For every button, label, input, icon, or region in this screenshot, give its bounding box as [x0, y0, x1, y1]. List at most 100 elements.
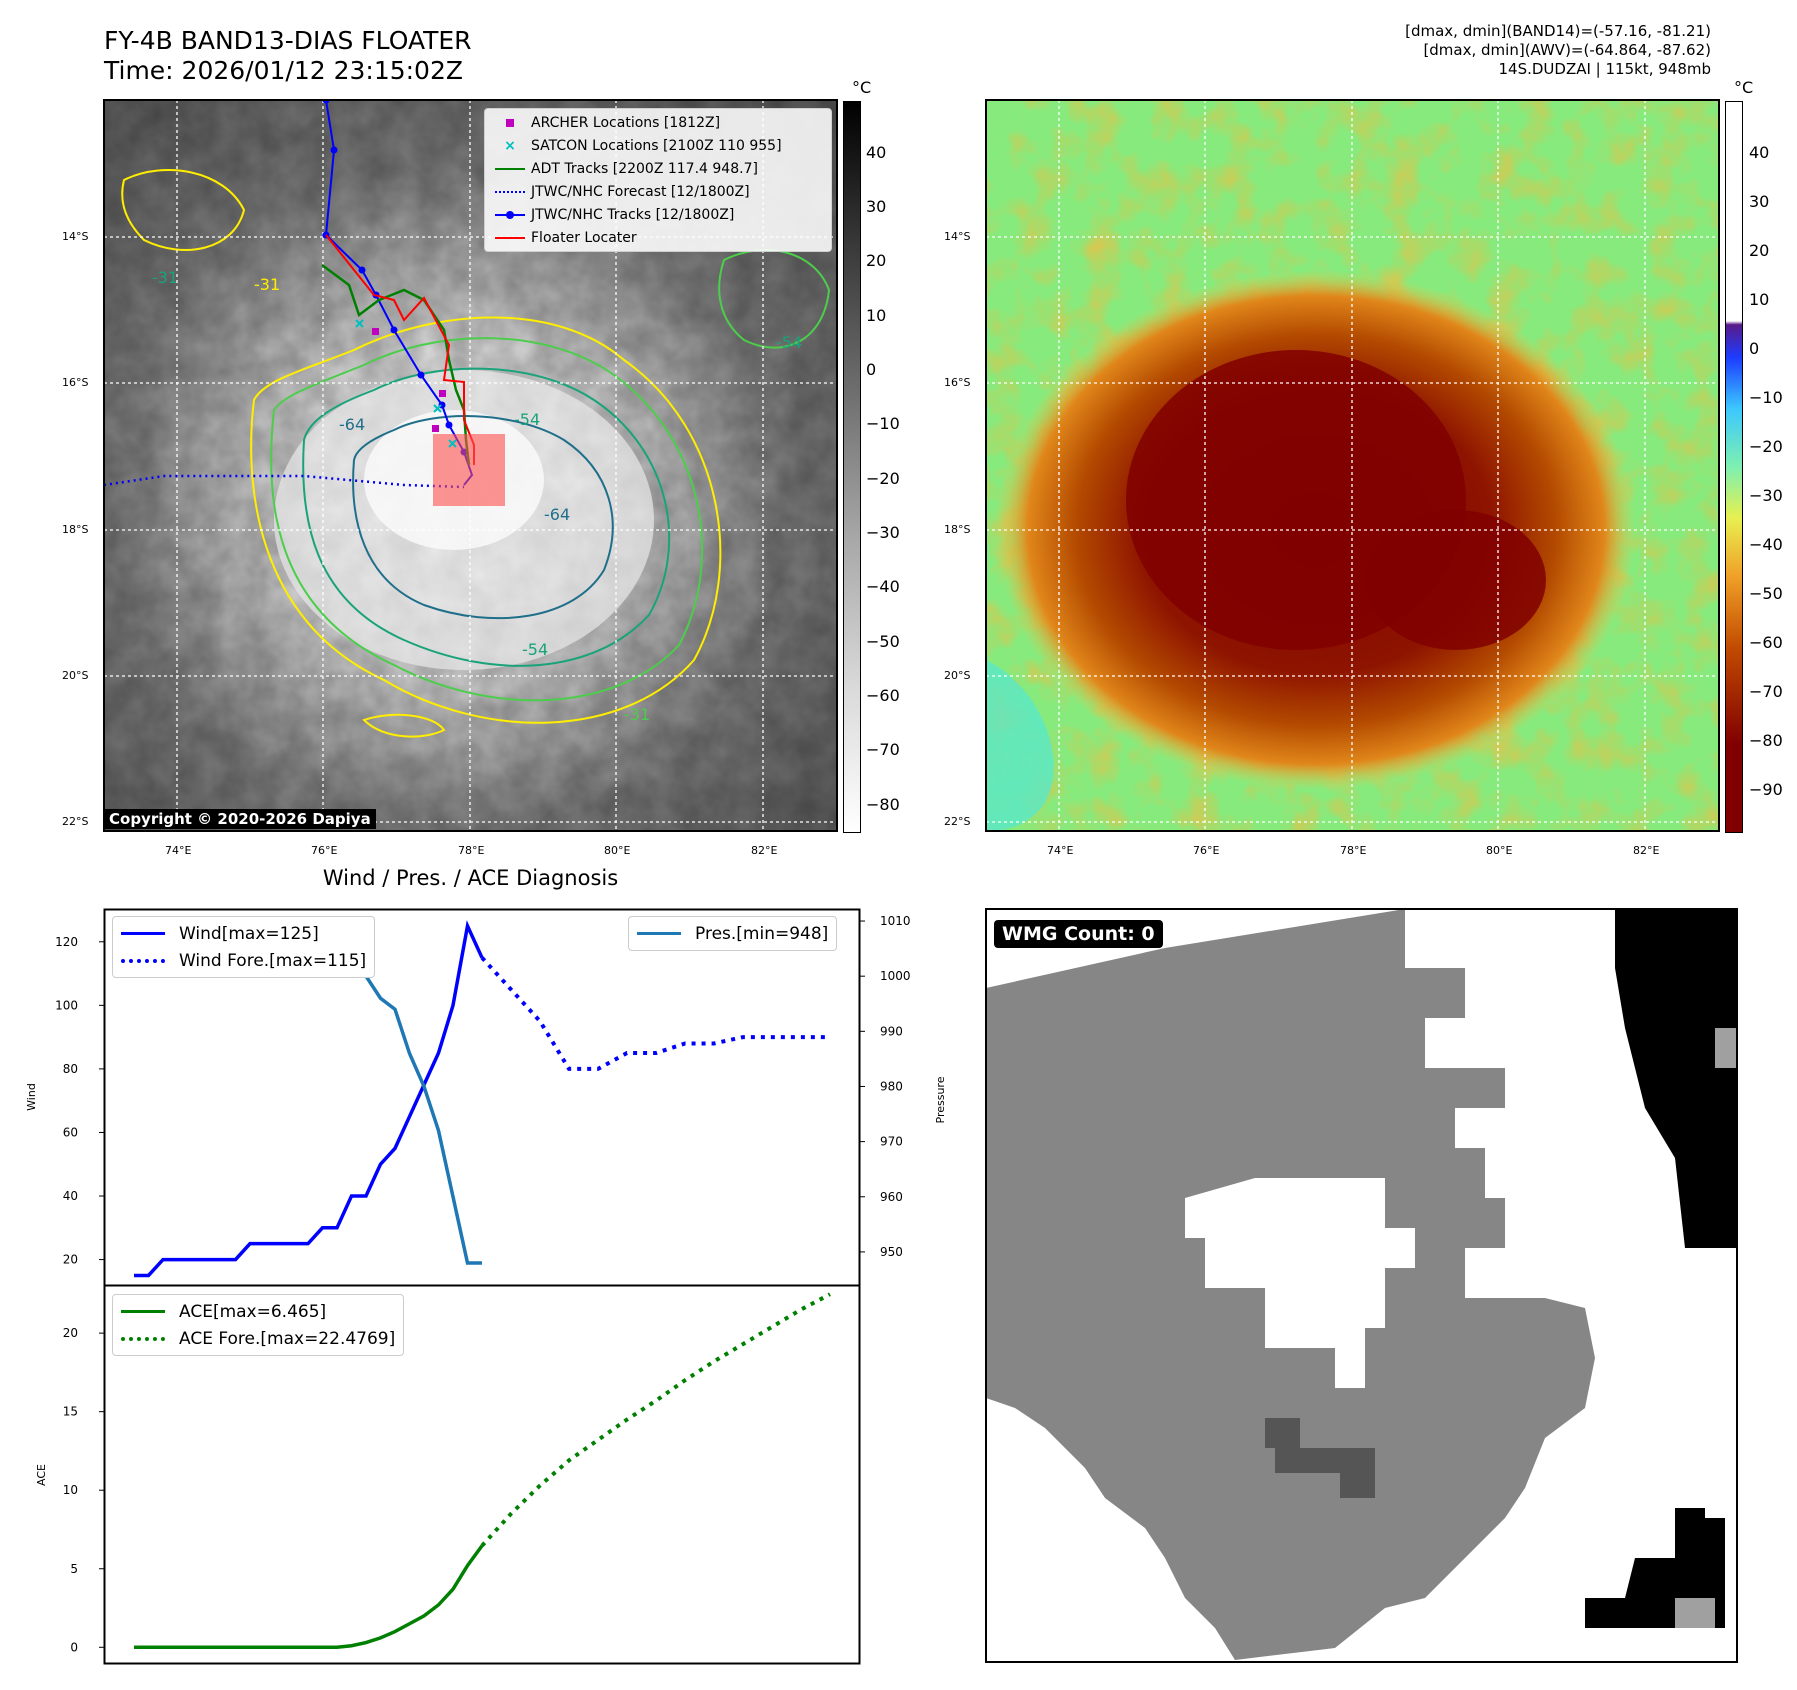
colorbar-right-ticks: 40 30 20 10 0 −10 −20 −30 −40 −50 −60 −7…: [1749, 0, 1797, 1690]
ace-legend: ACE[max=6.465] ACE Fore.[max=22.4769]: [112, 1294, 405, 1356]
contour-label: -31: [254, 275, 280, 294]
contour-label: -54: [776, 333, 802, 352]
wmg-dark-cell: [1265, 1418, 1375, 1498]
colorbar-tick: −20: [866, 469, 900, 488]
lat-label: 16°S: [944, 376, 971, 389]
colorbar-tick: −30: [1749, 486, 1783, 505]
lon-label: 74°E: [165, 844, 192, 857]
wmg-count-badge: WMG Count: 0: [994, 920, 1163, 948]
legend-item-jtwc-tracks: JTWC/NHC Tracks [12/1800Z]: [489, 203, 827, 226]
series-line-ace-fore-: [480, 1292, 831, 1548]
contour-label: -54: [522, 640, 548, 659]
colorbar-tick: 20: [1749, 241, 1770, 260]
floater-box: [433, 434, 505, 506]
satcon-markers: [355, 319, 457, 448]
contour-label: -31: [624, 705, 650, 724]
lon-label: 82°E: [1633, 844, 1660, 857]
contour-label: -31: [152, 268, 178, 287]
ace-axis-label: ACE: [35, 1464, 48, 1486]
ace-tick-label: 10: [63, 1483, 78, 1497]
info-line-2: [dmax, dmin](AWV)=(-64.864, -87.62): [1423, 41, 1711, 59]
info-line-1: [dmax, dmin](BAND14)=(-57.16, -81.21): [1405, 22, 1711, 40]
wind-tick-label: 20: [63, 1253, 78, 1267]
dotted-line-icon: [495, 190, 525, 193]
lat-label: 14°S: [62, 230, 89, 243]
colorbar-tick: −60: [866, 686, 900, 705]
colorbar-tick: −10: [866, 414, 900, 433]
pressure-tick-label: 1000: [880, 969, 911, 983]
line-dot-icon: [495, 210, 525, 219]
colorbar-tick: −40: [866, 577, 900, 596]
lat-label: 16°S: [62, 376, 89, 389]
lon-label: 76°E: [1193, 844, 1220, 857]
colorbar-tick: 30: [866, 197, 887, 216]
copyright-label: Copyright © 2020-2026 Dapiya: [104, 809, 376, 829]
colorbar-left: [843, 101, 861, 833]
colorbar-tick: 30: [1749, 192, 1770, 211]
lon-label: 74°E: [1047, 844, 1074, 857]
pressure-tick-label: 980: [880, 1079, 903, 1093]
contour-south: [362, 713, 446, 738]
colorbar-tick: −50: [1749, 584, 1783, 603]
ace-plot-frame: [103, 1284, 861, 1665]
lon-label: 76°E: [311, 844, 338, 857]
legend-item-satcon: × SATCON Locations [2100Z 110 955]: [489, 134, 827, 157]
pressure-tick-label: 960: [880, 1190, 903, 1204]
title-line-1: FY-4B BAND13-DIAS FLOATER: [104, 26, 472, 55]
colorbar-tick: 10: [866, 306, 887, 325]
x-marker-icon: ×: [504, 137, 516, 154]
wind-axis-label: Wind: [25, 1083, 38, 1111]
diagnosis-title: Wind / Pres. / ACE Diagnosis: [322, 866, 619, 890]
pressure-tick-label: 990: [880, 1024, 903, 1038]
wmg-light-cell: [1675, 1598, 1715, 1628]
wind-tick-label: 100: [55, 998, 78, 1012]
cold-region: [986, 660, 1054, 831]
enhanced-map-panel: [986, 100, 1719, 831]
colorbar-tick: −50: [866, 632, 900, 651]
colorbar-tick: 0: [1749, 339, 1760, 358]
ace-tick-label: 0: [70, 1640, 78, 1654]
line-icon: [495, 167, 525, 170]
floater-locator-track: [325, 234, 475, 465]
storm-info: [dmax, dmin](BAND14)=(-57.16, -81.21) [d…: [1405, 22, 1711, 79]
colorbar-tick: −80: [1749, 731, 1783, 750]
ir-map-panel: -31 -54 -64 -54 -64 -54 -31 -31: [104, 100, 837, 831]
lon-label: 82°E: [751, 844, 778, 857]
ace-tick-label: 20: [63, 1326, 78, 1340]
contour-m54: [302, 367, 671, 667]
map-legend: ARCHER Locations [1812Z] × SATCON Locati…: [484, 108, 832, 252]
lon-label: 80°E: [1486, 844, 1513, 857]
contour-label: -54: [514, 410, 540, 429]
colorbar-tick: −70: [1749, 682, 1783, 701]
colorbar-tick: −90: [1749, 780, 1783, 799]
figure-title: FY-4B BAND13-DIAS FLOATER Time: 2026/01/…: [104, 26, 472, 86]
contour-label: -64: [544, 505, 570, 524]
legend-item-wind-forecast: Wind Fore.[max=115]: [121, 947, 366, 974]
colorbar-tick: 20: [866, 251, 887, 270]
wind-y-ticks: 20 40 60 80 100 120: [55, 935, 104, 1267]
series-line-wind-fore-: [480, 956, 830, 1071]
colorbar-right-unit: °C: [1734, 78, 1754, 97]
series-line-ace: [134, 1544, 484, 1650]
wmg-warm-spot: [1185, 1178, 1415, 1388]
wmg-black-region-north: [1615, 909, 1737, 1248]
map-gridlines: [986, 100, 1719, 831]
archer-markers: [372, 328, 446, 432]
legend-item-pressure: Pres.[min=948]: [637, 920, 828, 947]
pressure-tick-label: 950: [880, 1245, 903, 1259]
wmg-frame: [985, 908, 1738, 1663]
wind-tick-label: 60: [63, 1125, 78, 1139]
info-line-3: 14S.DUDZAI | 115kt, 948mb: [1498, 60, 1711, 78]
colorbar-tick: −30: [866, 523, 900, 542]
lon-label: 80°E: [604, 844, 631, 857]
legend-item-adt: ADT Tracks [2200Z 117.4 948.7]: [489, 157, 827, 180]
colorbar-tick: 0: [866, 360, 877, 379]
colorbar-left-ticks: 40 30 20 10 0 −10 −20 −30 −40 −50 −60 −7…: [866, 0, 926, 1690]
lon-label: 78°E: [458, 844, 485, 857]
pressure-axis-label: Pressure: [934, 1076, 947, 1123]
dotted-line-icon: [121, 1336, 165, 1341]
lat-label: 14°S: [944, 230, 971, 243]
ace-tick-label: 5: [70, 1562, 78, 1576]
legend-item-ace-forecast: ACE Fore.[max=22.4769]: [121, 1325, 395, 1352]
